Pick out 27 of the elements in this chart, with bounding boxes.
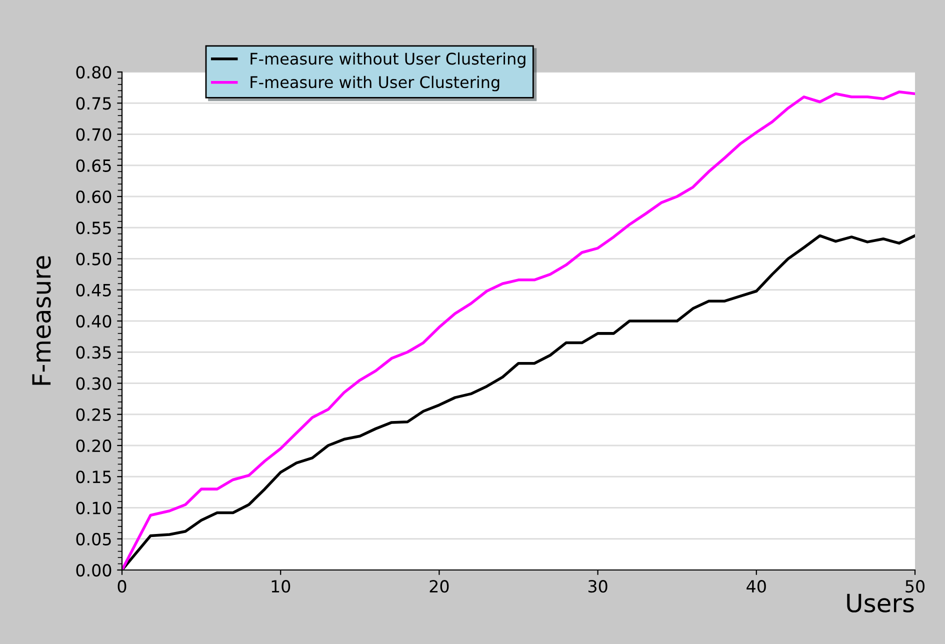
y-tick-label: 0.75 [76,97,111,110]
y-tick-label: 0.35 [76,346,111,359]
y-tick-label: 0.65 [76,159,111,172]
x-tick-label: 0 [118,580,126,593]
y-tick-label: 0.40 [76,314,112,328]
y-tick-label: 0.80 [76,66,112,79]
legend-label: F-measure without User Clustering [250,52,526,68]
x-tick-label: 40 [746,580,766,593]
y-tick-label: 0.20 [76,439,112,452]
y-tick-label: 0.60 [76,190,112,204]
y-tick-label: 0.70 [76,128,112,141]
x-tick-label: 50 [906,580,924,593]
y-tick-label: 0.00 [76,564,112,577]
y-tick-label: 0.55 [76,222,111,234]
y-tick-label: 0.45 [76,284,111,296]
y-tick-label: 0.25 [76,408,111,421]
x-axis-title: Users [847,594,914,612]
x-tick-label: 20 [430,580,449,593]
y-tick-label: 0.05 [76,532,111,546]
y-tick-label: 0.30 [76,377,112,390]
y-tick-label: 0.10 [76,502,112,514]
x-tick-label: 10 [272,580,290,593]
y-tick-label: 0.15 [76,470,111,484]
x-tick-label: 30 [588,580,608,593]
y-axis-title: F-measure [32,256,51,385]
legend-label: F-measure with User Clustering [250,76,500,92]
y-tick-label: 0.50 [76,252,112,266]
